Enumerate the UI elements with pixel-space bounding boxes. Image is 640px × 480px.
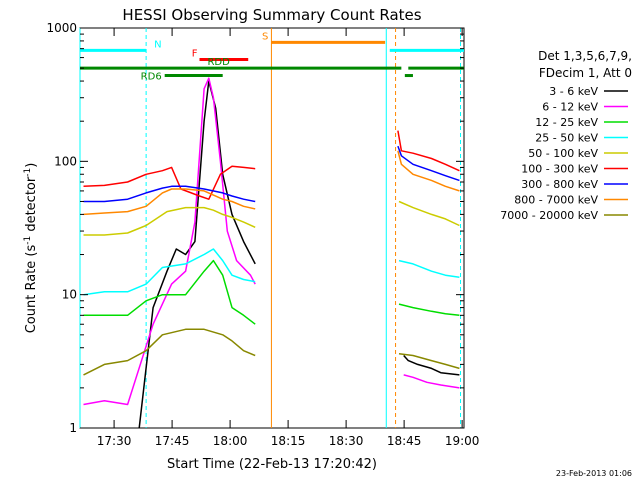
y-tick-label: 1 [69, 421, 77, 435]
generated-timestamp: 23-Feb-2013 01:06 [556, 469, 632, 478]
vertical-marker-lines [79, 28, 462, 428]
x-axis-label: Start Time (22-Feb-13 17:20:42) [167, 457, 377, 472]
series-line [83, 328, 256, 376]
legend-entry-label: 800 - 7000 keV [514, 194, 598, 207]
series-line [83, 188, 256, 216]
legend-entry-label: 100 - 300 keV [521, 163, 598, 176]
x-tick-label: 19:00 [445, 434, 480, 448]
series-line [398, 259, 460, 279]
legend: Det 1,3,5,6,7,9, FDecim 1, Att 0 3 - 6 k… [500, 49, 632, 222]
x-axis-ticks: 17:30 17:45 18:00 18:15 18:30 18:45 19:00 [97, 28, 480, 448]
y-axis-ticks: 1 10 100 1000 [46, 21, 464, 435]
series-line [138, 80, 256, 429]
x-tick-label: 18:00 [213, 434, 248, 448]
series-line [403, 354, 460, 376]
flag-label: S [262, 31, 268, 42]
legend-entry-label: 300 - 800 keV [521, 178, 598, 191]
series-line [397, 145, 460, 182]
series-line [398, 353, 460, 370]
flag-label: N [154, 39, 161, 50]
legend-entry-label: 12 - 25 keV [535, 116, 598, 129]
y-tick-label: 100 [54, 154, 77, 168]
series-line [83, 165, 256, 200]
plot-frame [79, 27, 465, 429]
x-tick-label: 18:30 [329, 434, 364, 448]
flag-label: RDD [207, 57, 230, 68]
x-tick-label: 18:45 [387, 434, 422, 448]
series-line [83, 259, 256, 325]
x-tick-label: 17:30 [97, 434, 132, 448]
flag-label: F [192, 49, 198, 60]
flag-label: RD6 [141, 72, 162, 83]
series-line [398, 303, 460, 317]
plot-area [79, 27, 465, 429]
y-tick-label: 1000 [46, 21, 77, 35]
legend-entry-label: 50 - 100 keV [528, 147, 598, 160]
legend-entry-label: 3 - 6 keV [549, 85, 598, 98]
chart-title: HESSI Observing Summary Count Rates [122, 6, 421, 24]
y-axis-label: Count Rate (s-1 detector-1) [23, 163, 39, 334]
series-line [403, 374, 460, 389]
series-line [397, 130, 460, 172]
data-series [83, 77, 460, 429]
x-tick-label: 17:45 [155, 434, 190, 448]
legend-entry-label: 25 - 50 keV [535, 132, 598, 145]
series-line [83, 77, 256, 406]
x-tick-label: 18:15 [271, 434, 306, 448]
series-line [83, 206, 256, 236]
series-line [83, 185, 256, 203]
y-tick-label: 10 [62, 288, 77, 302]
legend-entry-label: 6 - 12 keV [542, 101, 598, 114]
observing-flags: N F RDD S RD6 [80, 31, 464, 83]
legend-header-1: Det 1,3,5,6,7,9, [538, 49, 632, 63]
legend-entry-label: 7000 - 20000 keV [500, 209, 598, 222]
legend-header-2: FDecim 1, Att 0 [539, 66, 632, 80]
series-line [398, 200, 460, 227]
series-line [83, 248, 256, 296]
series-line [397, 150, 460, 192]
